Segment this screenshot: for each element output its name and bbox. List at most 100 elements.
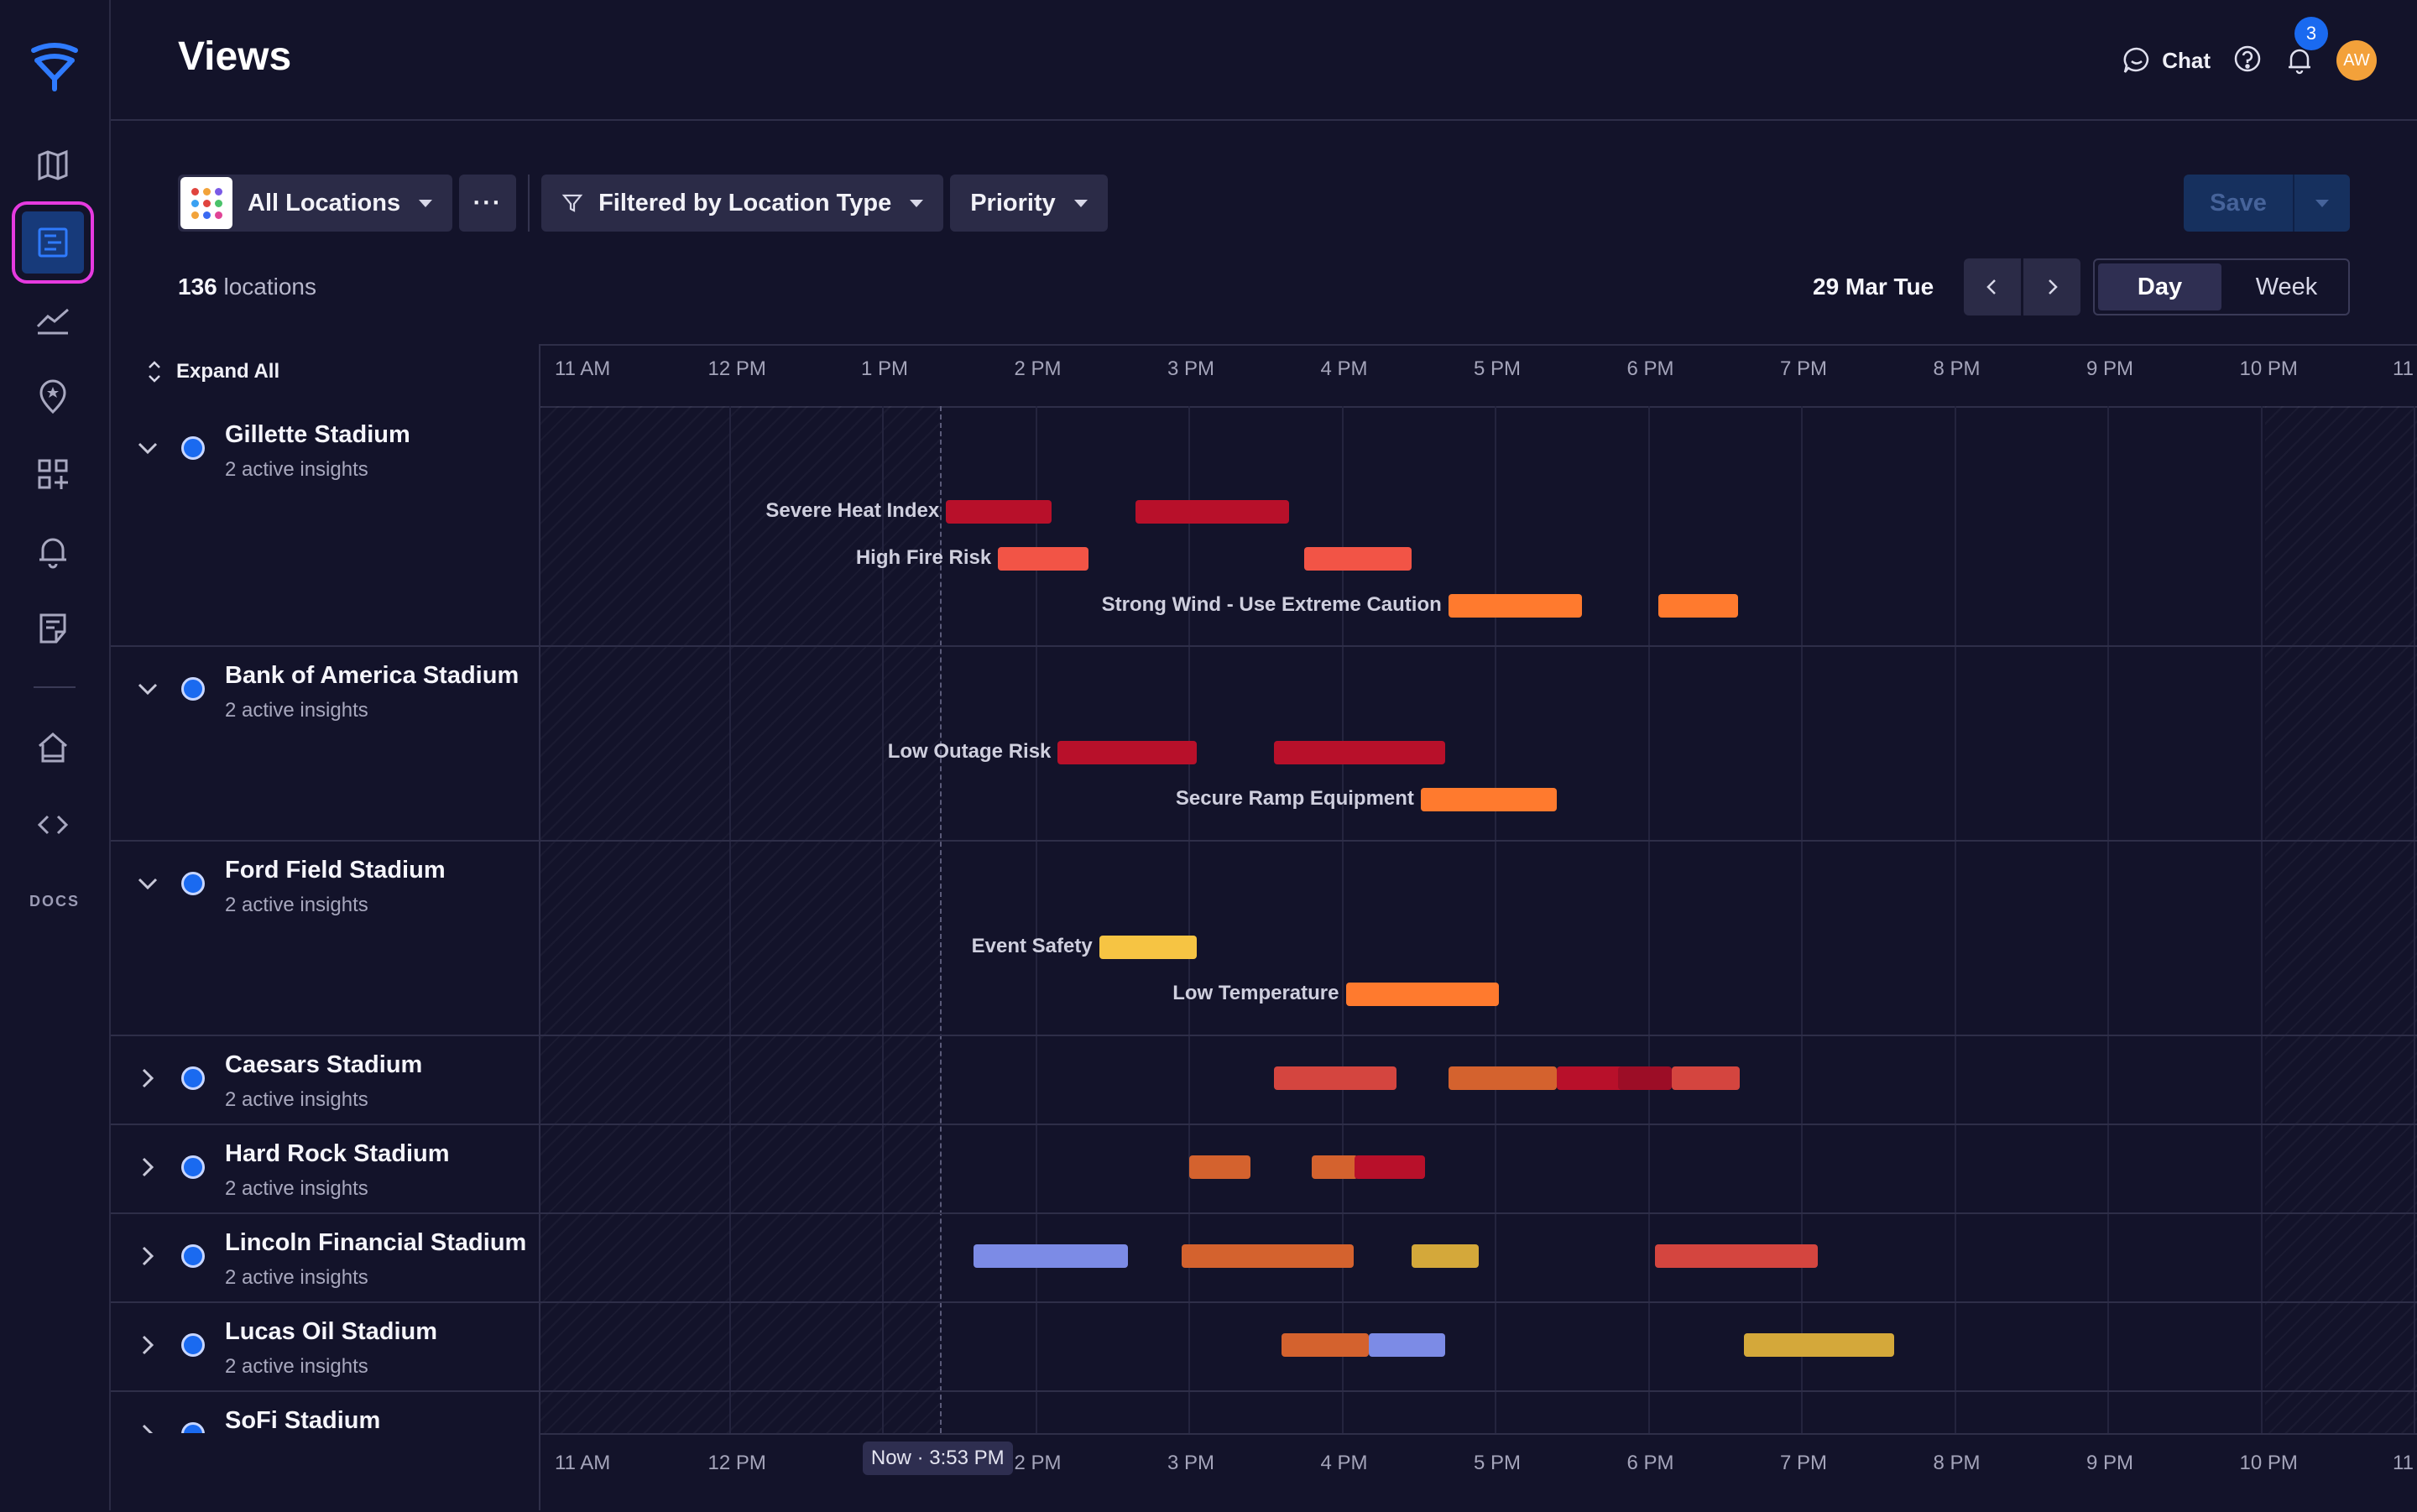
notifications-button[interactable]: 3 — [2284, 45, 2315, 76]
insight-bar[interactable] — [946, 500, 1052, 524]
insight-bar[interactable] — [1449, 594, 1582, 618]
active-insights-count: 2 active insights — [225, 894, 368, 917]
location-count-number: 136 — [178, 274, 217, 300]
chevron-down-icon — [1074, 200, 1088, 207]
location-name[interactable]: Hard Rock Stadium — [225, 1140, 450, 1168]
previous-day-button[interactable] — [1964, 258, 2021, 315]
location-grid-icon — [180, 177, 232, 229]
insight-bar[interactable] — [1099, 936, 1198, 959]
priority-dropdown[interactable]: Priority — [950, 175, 1108, 232]
save-button[interactable]: Save — [2184, 175, 2293, 232]
location-status-dot — [181, 872, 205, 895]
insight-summary-bar[interactable] — [1182, 1244, 1353, 1268]
avatar[interactable]: AW — [2336, 40, 2377, 81]
hour-tick-top: 2 PM — [1015, 357, 1062, 381]
all-locations-dropdown[interactable]: All Locations — [178, 175, 452, 232]
view-mode-toggle: Day Week — [2093, 258, 2350, 315]
nav-analytics[interactable] — [22, 289, 84, 351]
priority-label: Priority — [970, 190, 1056, 217]
insight-summary-bar[interactable] — [1655, 1244, 1817, 1268]
expand-all-button[interactable]: Expand All — [144, 357, 279, 386]
nav-views[interactable] — [22, 211, 84, 274]
hour-tick-bottom: 11 AM — [555, 1452, 610, 1475]
location-type-filter[interactable]: Filtered by Location Type — [541, 175, 943, 232]
location-row: SoFi Stadium — [111, 1392, 2417, 1433]
hour-tick-bottom: 12 PM — [708, 1452, 766, 1475]
insight-bar[interactable] — [1346, 983, 1500, 1006]
active-insights-count: 2 active insights — [225, 1088, 368, 1112]
insight-bar[interactable] — [1057, 741, 1197, 764]
filter-label: Filtered by Location Type — [598, 190, 891, 217]
save-options-button[interactable] — [2293, 175, 2350, 232]
insight-summary-bar[interactable] — [1369, 1333, 1445, 1357]
now-time: · 3:53 PM — [917, 1447, 1005, 1469]
insight-bar[interactable] — [1658, 594, 1738, 618]
insight-label: Severe Heat Index — [765, 499, 946, 523]
nav-alerts[interactable] — [22, 520, 84, 582]
more-options-button[interactable]: ··· — [459, 175, 516, 232]
insight-summary-bar[interactable] — [974, 1244, 1128, 1268]
hour-tick-top: 1 PM — [861, 357, 908, 381]
insight-summary-bar[interactable] — [1189, 1155, 1250, 1179]
home-icon — [34, 729, 71, 766]
insight-summary-bar[interactable] — [1274, 1066, 1396, 1090]
insight-bar[interactable] — [998, 547, 1088, 571]
header-actions: Chat 3 AW — [2122, 40, 2377, 81]
location-status-dot — [181, 1066, 205, 1090]
chevron-right-icon[interactable] — [131, 1328, 164, 1362]
location-count: 136 locations — [178, 274, 316, 300]
location-name[interactable]: Gillette Stadium — [225, 421, 410, 449]
chevron-right-icon[interactable] — [131, 1417, 164, 1433]
insight-summary-bar[interactable] — [1618, 1066, 1672, 1090]
insight-summary-bar[interactable] — [1412, 1244, 1479, 1268]
nav-notes[interactable] — [22, 597, 84, 660]
insight-bar[interactable] — [1274, 741, 1445, 764]
location-name[interactable]: SoFi Stadium — [225, 1407, 380, 1433]
chevron-right-icon[interactable] — [131, 1061, 164, 1095]
nav-map[interactable] — [22, 134, 84, 196]
insight-summary-bar[interactable] — [1449, 1066, 1558, 1090]
location-status-dot — [181, 1155, 205, 1179]
chevron-down-icon[interactable] — [131, 672, 164, 706]
insight-bar[interactable] — [1421, 788, 1557, 811]
week-view-button[interactable]: Week — [2225, 260, 2348, 314]
insight-summary-bar[interactable] — [1282, 1333, 1369, 1357]
location-name[interactable]: Caesars Stadium — [225, 1051, 422, 1079]
location-name[interactable]: Ford Field Stadium — [225, 857, 446, 884]
insight-summary-bar[interactable] — [1744, 1333, 1894, 1357]
nav-apps[interactable] — [22, 443, 84, 505]
location-name[interactable]: Lincoln Financial Stadium — [225, 1229, 526, 1257]
hour-tick-top: 12 PM — [708, 357, 766, 381]
insight-bar[interactable] — [1135, 500, 1289, 524]
chevron-right-icon[interactable] — [131, 1150, 164, 1184]
chevron-down-icon[interactable] — [131, 431, 164, 465]
insight-summary-bar[interactable] — [1355, 1155, 1425, 1179]
help-button[interactable] — [2232, 44, 2263, 78]
analytics-icon — [34, 301, 71, 338]
nav-developer[interactable] — [22, 794, 84, 856]
hour-tick-bottom: 7 PM — [1780, 1452, 1827, 1475]
location-name[interactable]: Lucas Oil Stadium — [225, 1318, 437, 1346]
active-insights-count: 2 active insights — [225, 1177, 368, 1201]
nav-home[interactable] — [22, 717, 84, 779]
location-row: Hard Rock Stadium 2 active insights — [111, 1125, 2417, 1214]
insight-bar[interactable] — [1304, 547, 1412, 571]
date-navigation — [1964, 258, 2080, 315]
hour-tick-bottom: 10 PM — [2240, 1452, 2298, 1475]
filter-icon — [561, 192, 583, 214]
insight-label: Low Outage Risk — [888, 740, 1058, 764]
expand-all-label: Expand All — [176, 360, 279, 383]
day-view-button[interactable]: Day — [2098, 263, 2221, 310]
chevron-right-icon[interactable] — [131, 1239, 164, 1273]
nav-locations[interactable] — [22, 366, 84, 428]
location-status-dot — [181, 1333, 205, 1357]
location-name[interactable]: Bank of America Stadium — [225, 662, 519, 690]
next-day-button[interactable] — [2023, 258, 2080, 315]
chat-button[interactable]: Chat — [2122, 45, 2211, 76]
app-logo-icon[interactable] — [27, 37, 82, 92]
insight-summary-bar[interactable] — [1672, 1066, 1739, 1090]
chevron-down-icon[interactable] — [131, 867, 164, 900]
insight-summary-bar[interactable] — [1312, 1155, 1358, 1179]
docs-link[interactable]: DOCS — [0, 893, 109, 910]
